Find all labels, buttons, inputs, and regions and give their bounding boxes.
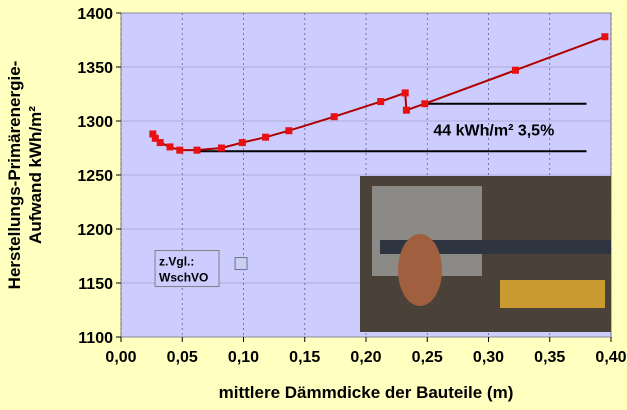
marker — [166, 143, 174, 151]
marker — [330, 113, 338, 121]
comparison-label: z.Vgl.: — [159, 255, 194, 269]
marker — [601, 33, 609, 41]
x-tick-label: 0,05 — [167, 349, 198, 366]
marker — [176, 146, 184, 154]
marker — [262, 133, 270, 141]
x-tick-label: 0,10 — [228, 349, 259, 366]
marker — [151, 134, 159, 142]
x-tick-label: 0,15 — [289, 349, 320, 366]
marker — [511, 66, 519, 74]
photo-person — [398, 234, 442, 306]
x-tick-label: 0,00 — [105, 349, 136, 366]
marker — [149, 130, 157, 138]
marker — [193, 146, 201, 154]
marker — [402, 106, 410, 114]
marker — [238, 139, 246, 147]
comparison-label: WschVO — [159, 271, 208, 285]
photo-object — [500, 280, 605, 308]
marker — [285, 127, 293, 135]
marker — [377, 98, 385, 106]
y-tick-label: 1300 — [77, 114, 113, 131]
comparison-box — [154, 250, 220, 288]
comparison-marker — [234, 257, 248, 271]
x-tick-label: 0,20 — [350, 349, 381, 366]
marker — [217, 144, 225, 152]
x-tick-label: 0,35 — [534, 349, 565, 366]
marker — [401, 89, 409, 97]
x-tick-label: 0,25 — [412, 349, 443, 366]
y-tick-label: 1350 — [77, 60, 113, 77]
y-tick-label: 1150 — [78, 276, 113, 293]
y-axis-label: Herstellungs-Primärenergie- Aufwand kWh/m… — [5, 61, 45, 290]
x-tick-label: 0,40 — [595, 349, 626, 366]
x-axis-label: mittlere Dämmdicke der Bauteile (m) — [219, 383, 514, 402]
y-tick-label: 1100 — [78, 330, 113, 347]
y-tick-label: 1200 — [77, 222, 113, 239]
marker — [156, 139, 164, 147]
y-tick-label: 1400 — [77, 6, 113, 23]
marker — [421, 100, 429, 108]
y-tick-label: 1250 — [77, 168, 113, 185]
annotation: 44 kWh/m² 3,5% — [433, 123, 554, 140]
x-tick-label: 0,30 — [473, 349, 504, 366]
